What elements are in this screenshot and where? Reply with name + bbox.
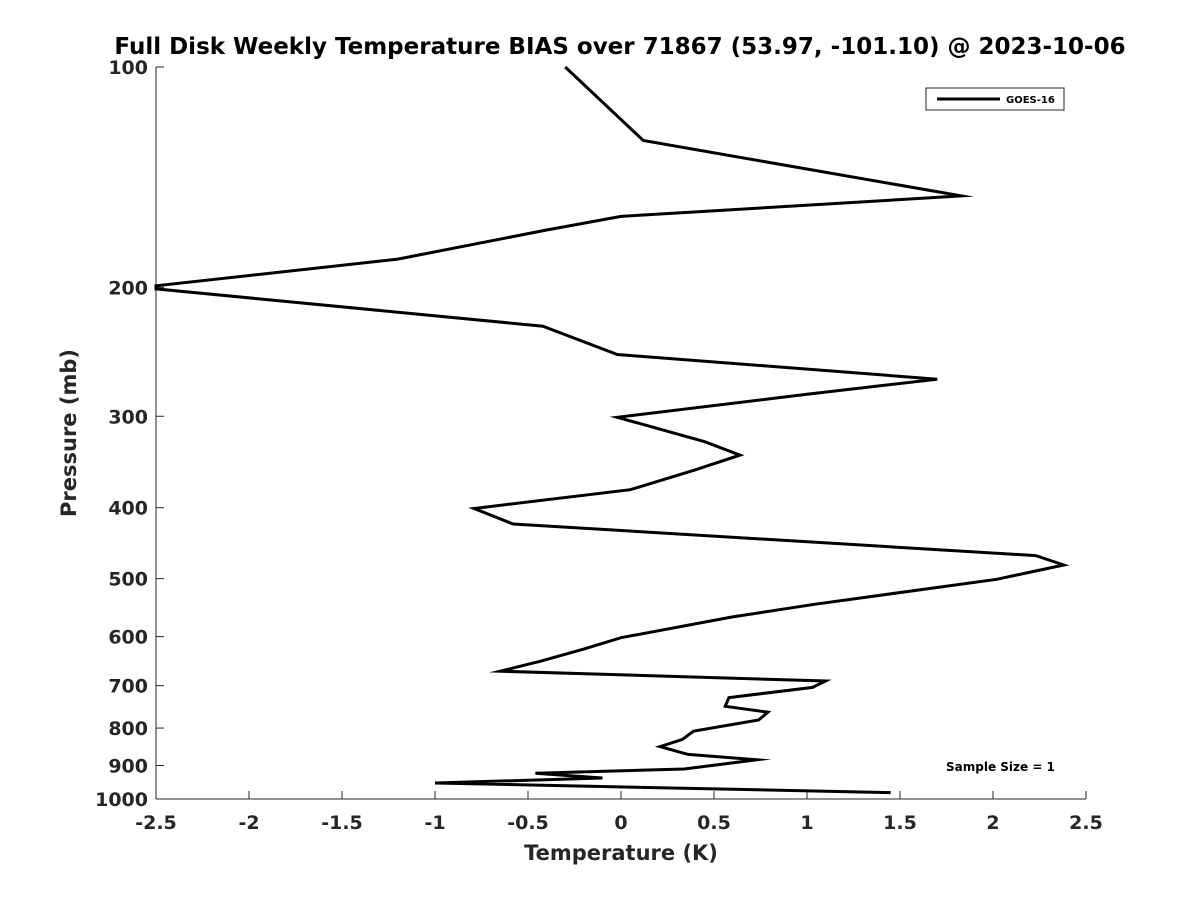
x-tick-label: -1	[424, 812, 445, 834]
legend-label-goes-16: GOES-16	[1006, 95, 1055, 106]
chart-title: Full Disk Weekly Temperature BIAS over 7…	[114, 34, 1125, 60]
y-tick-label: 1000	[95, 789, 148, 811]
y-axis-label: Pressure (mb)	[57, 349, 81, 517]
y-tick-label: 800	[108, 718, 148, 740]
y-tick-label: 500	[108, 569, 148, 591]
x-tick-label: 0.5	[697, 812, 731, 834]
x-tick-label: 1	[800, 812, 813, 834]
x-tick-label: -0.5	[507, 812, 549, 834]
plot-area	[156, 67, 1086, 799]
x-tick-label: 0	[614, 812, 627, 834]
x-axis-label: Temperature (K)	[524, 841, 718, 865]
y-tick-label: 400	[108, 498, 148, 520]
series-line-goes-16	[154, 65, 1070, 795]
legend: GOES-16	[925, 87, 1065, 111]
y-tick-label: 900	[108, 756, 148, 778]
y-tick-label: 300	[108, 406, 148, 428]
y-tick-label: 600	[108, 627, 148, 649]
y-ticks: 100 200 300 400 500 600 700 800 900 1000	[95, 57, 164, 811]
y-tick-label: 100	[108, 57, 148, 79]
y-tick-label: 700	[108, 676, 148, 698]
x-tick-label: -2	[238, 812, 259, 834]
x-tick-label: -2.5	[135, 812, 177, 834]
y-tick-label: 200	[108, 277, 148, 299]
x-tick-label: -1.5	[321, 812, 363, 834]
x-tick-label: 1.5	[883, 812, 917, 834]
x-tick-label: 2.5	[1069, 812, 1103, 834]
sample-size-annotation: Sample Size = 1	[946, 760, 1055, 774]
x-tick-label: 2	[986, 812, 999, 834]
series-layer	[154, 65, 1070, 795]
x-ticks: -2.5 -2 -1.5 -1 -0.5 0 0.5 1 1.5 2 2.5	[135, 791, 1103, 834]
